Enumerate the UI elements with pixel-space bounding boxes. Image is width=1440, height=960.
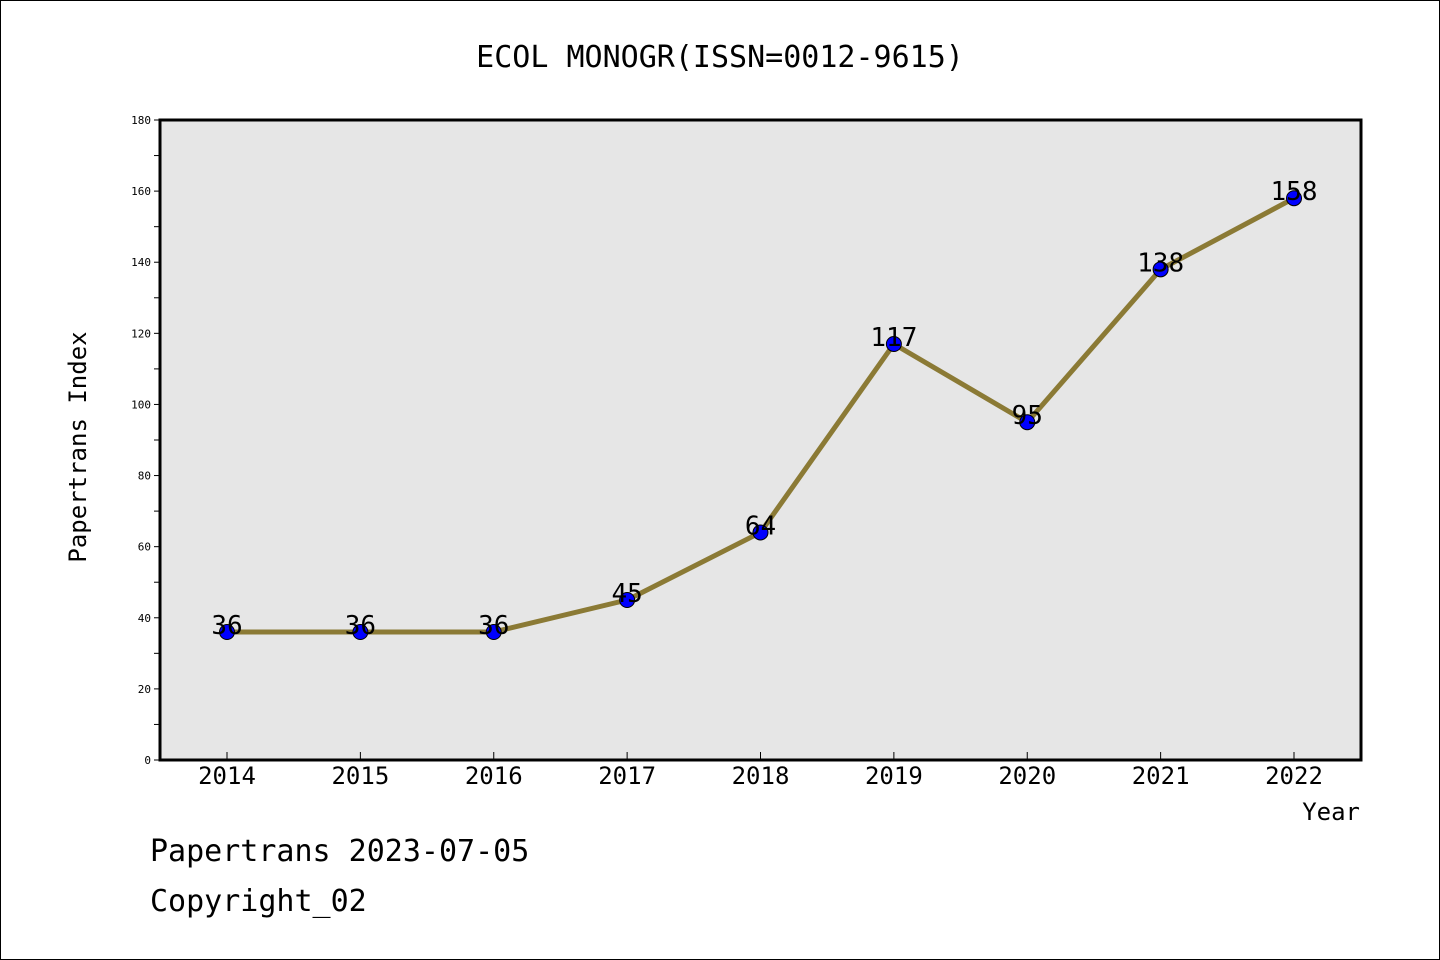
data-point bbox=[885, 336, 902, 352]
y-tick-label: 120 bbox=[131, 327, 151, 340]
x-tick-label: 2022 bbox=[1265, 762, 1323, 790]
x-tick-label: 2017 bbox=[598, 762, 656, 790]
data-label: 36 bbox=[345, 611, 376, 641]
data-label: 95 bbox=[1012, 401, 1043, 431]
data-point bbox=[752, 524, 769, 541]
data-point bbox=[485, 624, 502, 640]
footer-date: Papertrans 2023-07-05 bbox=[150, 834, 530, 869]
y-axis: 0 20 40 60 80 100 120 140 160 180 bbox=[131, 114, 160, 767]
data-point bbox=[352, 624, 369, 640]
x-axis: 2014 2015 2016 2017 2018 2019 2020 2021 2022 bbox=[198, 752, 1323, 790]
y-tick-label: 80 bbox=[138, 470, 151, 483]
x-axis-label: Year bbox=[1302, 798, 1360, 826]
x-tick-label: 2021 bbox=[1132, 762, 1190, 790]
data-label: 158 bbox=[1271, 177, 1318, 207]
x-tick-label: 2015 bbox=[331, 762, 389, 790]
data-label: 36 bbox=[478, 611, 509, 641]
chart-title: ECOL MONOGR(ISSN=0012-9615) bbox=[476, 40, 964, 75]
data-label: 64 bbox=[745, 511, 776, 541]
footer-copyright: Copyright_02 bbox=[150, 884, 367, 919]
y-tick-label: 20 bbox=[138, 683, 151, 696]
data-points bbox=[219, 190, 1302, 640]
data-point bbox=[619, 592, 636, 608]
y-tick-label: 0 bbox=[144, 754, 151, 767]
x-tick-label: 2018 bbox=[732, 762, 790, 790]
y-axis-label: Papertrans Index bbox=[64, 331, 92, 562]
data-label: 138 bbox=[1137, 248, 1184, 278]
data-point bbox=[1152, 261, 1169, 278]
y-tick-label: 180 bbox=[131, 114, 151, 127]
data-label: 117 bbox=[870, 323, 917, 353]
y-tick-label: 100 bbox=[131, 398, 151, 411]
data-label: 36 bbox=[211, 611, 242, 641]
y-tick-label: 140 bbox=[131, 256, 151, 269]
data-labels: 36 36 36 45 64 117 95 138 158 bbox=[211, 177, 1317, 641]
x-tick-label: 2020 bbox=[998, 762, 1056, 790]
data-point bbox=[1286, 190, 1302, 207]
data-point bbox=[219, 624, 235, 640]
x-tick-label: 2016 bbox=[465, 762, 523, 790]
data-label: 45 bbox=[611, 579, 642, 609]
data-point bbox=[1019, 414, 1036, 431]
plot-area bbox=[158, 118, 1363, 762]
y-tick-label: 60 bbox=[138, 541, 151, 554]
x-tick-label: 2019 bbox=[865, 762, 923, 790]
y-tick-label: 160 bbox=[131, 185, 151, 198]
y-tick-label: 40 bbox=[138, 612, 151, 625]
x-tick-label: 2014 bbox=[198, 762, 256, 790]
